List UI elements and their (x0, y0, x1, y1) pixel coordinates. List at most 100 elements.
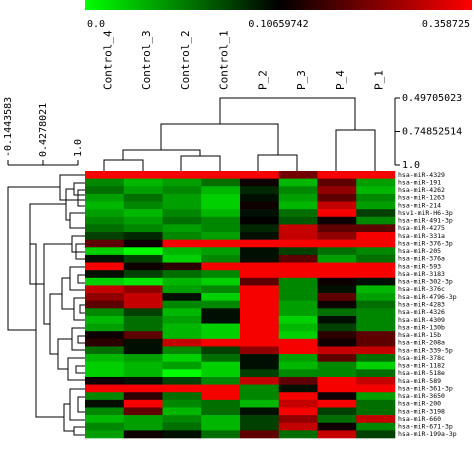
heatmap-cell (356, 171, 396, 179)
heatmap-cell (201, 415, 241, 424)
heatmap-cell (162, 331, 202, 340)
heatmap-cell (85, 239, 125, 248)
heatmap-cell (123, 422, 163, 431)
heatmap-cell (201, 193, 241, 202)
heatmap-cell (123, 209, 163, 218)
heatmap-cell (356, 300, 396, 309)
dendrogram-tick-label: -0.1443583 (3, 97, 14, 157)
heatmap-cell (317, 262, 357, 271)
heatmap-cell (278, 430, 318, 439)
heatmap-cell (240, 430, 280, 439)
heatmap-cell (317, 392, 357, 401)
heatmap-cell (278, 331, 318, 340)
row-label: hsa-miR-1182 (398, 362, 445, 370)
heatmap-cell (85, 285, 125, 294)
heatmap-cell (240, 216, 280, 225)
color-bar-label: 0.358725 (422, 19, 470, 30)
heatmap-cell (278, 232, 318, 240)
heatmap-cell (123, 224, 163, 233)
heatmap-cell (278, 293, 318, 301)
heatmap-cell (201, 369, 241, 378)
heatmap-cell (162, 323, 202, 332)
row-label: hsa-miR-331a (398, 232, 445, 240)
column-label: Control_3 (140, 30, 153, 90)
heatmap-cell (278, 285, 318, 294)
heatmap-cell (162, 354, 202, 363)
heatmap-cell (123, 308, 163, 317)
heatmap-cell (85, 262, 125, 271)
heatmap-cell (123, 277, 163, 286)
heatmap-cell (356, 338, 396, 347)
heatmap-cell (317, 239, 357, 248)
heatmap-cell (356, 392, 396, 401)
heatmap-cell (317, 308, 357, 317)
heatmap-cell (85, 216, 125, 225)
heatmap-cell (278, 209, 318, 218)
heatmap-cell (201, 262, 241, 271)
heatmap-cell (201, 331, 241, 340)
heatmap-cell (85, 354, 125, 363)
heatmap-cell (240, 270, 280, 279)
heatmap-cell (85, 338, 125, 347)
heatmap-cell (201, 308, 241, 317)
row-label: hsa-miR-1263 (398, 194, 445, 202)
row-label: hsa-miR-376a (398, 255, 445, 263)
heatmap-cell (278, 399, 318, 408)
heatmap-cell (278, 415, 318, 424)
heatmap-cell (240, 308, 280, 317)
row-label: hsa-miR-4262 (398, 186, 445, 194)
heatmap-cell (162, 178, 202, 187)
heatmap-cell (162, 415, 202, 424)
heatmap-cell (240, 277, 280, 286)
heatmap-cell (162, 384, 202, 393)
heatmap-cell (278, 193, 318, 202)
heatmap-cell (85, 277, 125, 286)
row-label: hsa-miR-593 (398, 262, 441, 270)
heatmap-cell (356, 308, 396, 317)
heatmap-cell (85, 232, 125, 240)
heatmap-cell (317, 361, 357, 370)
heatmap-cell (240, 392, 280, 401)
heatmap-cell (123, 407, 163, 416)
heatmap-cell (240, 171, 280, 179)
heatmap-cell (240, 201, 280, 210)
heatmap-cell (162, 369, 202, 378)
heatmap-cell (317, 254, 357, 263)
heatmap-cell (123, 376, 163, 385)
heatmap-cell (317, 293, 357, 301)
heatmap-cell (85, 171, 125, 179)
heatmap-cell (162, 186, 202, 195)
heatmap-cell (201, 422, 241, 431)
heatmap-cell (162, 270, 202, 279)
heatmap-cell (201, 277, 241, 286)
heatmap-cell (85, 361, 125, 370)
heatmap-cell (240, 354, 280, 363)
heatmap-cell (123, 270, 163, 279)
heatmap-cell (240, 178, 280, 187)
row-label: hsa-miR-3198 (398, 407, 445, 415)
heatmap-cell (123, 239, 163, 248)
heatmap-cell (123, 369, 163, 378)
heatmap-cell (123, 331, 163, 340)
heatmap-cell (201, 270, 241, 279)
heatmap-cell (123, 254, 163, 263)
heatmap-cell (278, 361, 318, 370)
heatmap-cell (356, 407, 396, 416)
heatmap-cell (162, 239, 202, 248)
heatmap-cell (356, 422, 396, 431)
heatmap-cell (123, 201, 163, 210)
heatmap-cell (317, 338, 357, 347)
heatmap-cell (240, 315, 280, 324)
heatmap-cell (317, 376, 357, 385)
row-label: hsa-miR-214 (398, 201, 441, 209)
heatmap-cell (85, 415, 125, 424)
heatmap-cell (123, 216, 163, 225)
heatmap-cell (201, 392, 241, 401)
heatmap-cell (356, 193, 396, 202)
heatmap-cell (123, 384, 163, 393)
row-label: hsa-miR-302-3p (398, 278, 453, 286)
heatmap-cell (317, 270, 357, 279)
heatmap-cell (85, 376, 125, 385)
heatmap-cell (85, 209, 125, 218)
